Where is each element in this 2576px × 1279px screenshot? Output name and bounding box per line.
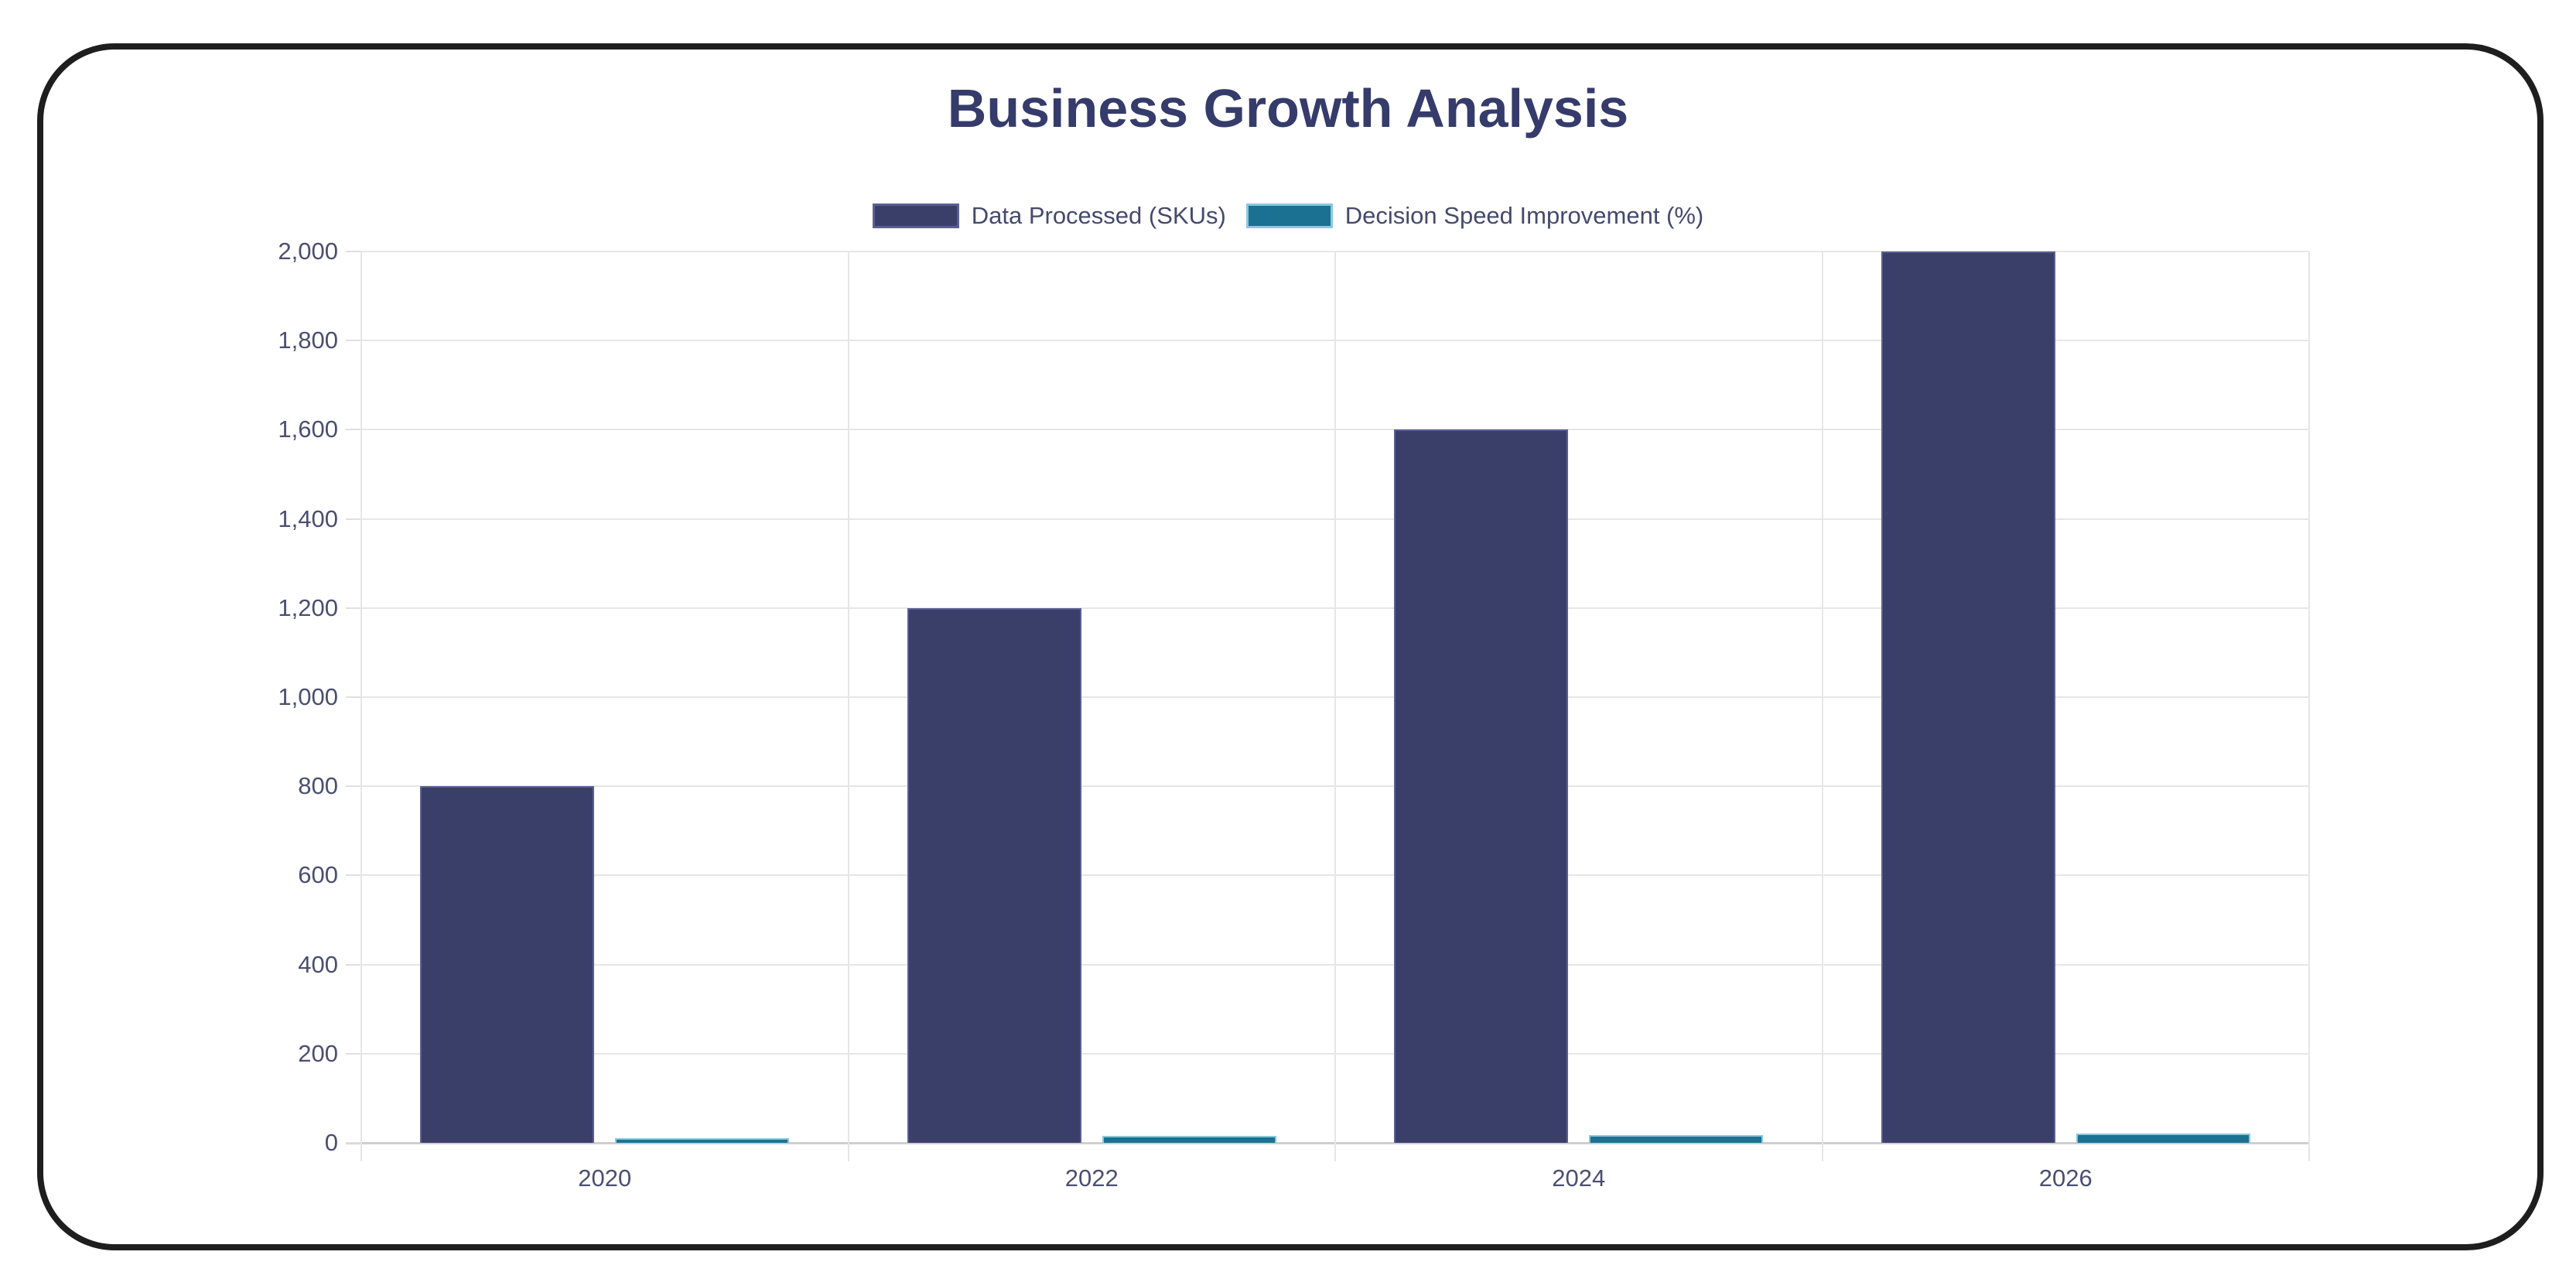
- legend-label: Data Processed (SKUs): [971, 202, 1226, 229]
- bar-data-processed-2024[interactable]: [1394, 429, 1569, 1143]
- y-tick-label: 800: [298, 772, 338, 800]
- gridline-vertical: [360, 251, 362, 1161]
- chart-legend: Data Processed (SKUs) Decision Speed Imp…: [0, 202, 2576, 230]
- bar-data-processed-2020[interactable]: [420, 786, 595, 1143]
- y-tick-mark: [346, 251, 361, 252]
- y-tick-mark: [346, 874, 361, 877]
- gridline-vertical: [2308, 251, 2310, 1161]
- legend-label: Decision Speed Improvement (%): [1344, 202, 1704, 229]
- y-tick-mark: [346, 785, 361, 788]
- y-tick-mark: [346, 1052, 361, 1055]
- x-tick-label: 2026: [2038, 1164, 2093, 1192]
- y-tick-label: 0: [324, 1129, 338, 1156]
- gridline-vertical: [1821, 251, 1823, 1161]
- y-tick-label: 1,200: [278, 593, 338, 621]
- y-tick-mark: [346, 1142, 361, 1144]
- legend-item-decision-speed[interactable]: Decision Speed Improvement (%): [1245, 202, 1704, 230]
- y-tick-label: 1,000: [278, 683, 338, 710]
- bar-decision-speed-2024[interactable]: [1589, 1134, 1764, 1143]
- legend-item-data-processed[interactable]: Data Processed (SKUs): [872, 202, 1226, 230]
- x-axis-baseline: [346, 1142, 2309, 1144]
- bar-data-processed-2022[interactable]: [907, 607, 1081, 1143]
- y-tick-label: 200: [298, 1039, 338, 1067]
- y-tick-label: 600: [298, 861, 338, 889]
- x-tick-label: 2022: [1064, 1164, 1119, 1192]
- y-tick-mark: [346, 340, 361, 342]
- x-tick-label: 2020: [578, 1164, 632, 1192]
- bar-decision-speed-2020[interactable]: [615, 1138, 790, 1143]
- bar-decision-speed-2022[interactable]: [1102, 1136, 1276, 1143]
- y-tick-mark: [346, 429, 361, 431]
- gridline-vertical: [847, 251, 849, 1161]
- y-tick-mark: [346, 518, 361, 520]
- bar-decision-speed-2026[interactable]: [2075, 1134, 2250, 1143]
- y-tick-mark: [346, 607, 361, 609]
- chart-title: Business Growth Analysis: [947, 78, 1629, 139]
- y-tick-mark: [346, 696, 361, 698]
- plot-area: 2,000 1,800 1,600 1,400 1,200 1,000 800 600 400 2…: [278, 238, 2310, 1192]
- y-tick-label: 2,000: [278, 238, 338, 265]
- x-tick-label: 2024: [1552, 1164, 1606, 1192]
- legend-swatch-data-processed: [872, 203, 959, 228]
- y-tick-label: 1,400: [278, 504, 338, 532]
- y-tick-label: 400: [298, 950, 338, 978]
- y-tick-label: 1,600: [278, 416, 338, 443]
- legend-swatch-decision-speed: [1245, 203, 1333, 228]
- gridline-vertical: [1334, 251, 1336, 1161]
- y-tick-label: 1,800: [278, 327, 338, 354]
- bar-data-processed-2026[interactable]: [1881, 251, 2055, 1143]
- y-tick-mark: [346, 963, 361, 966]
